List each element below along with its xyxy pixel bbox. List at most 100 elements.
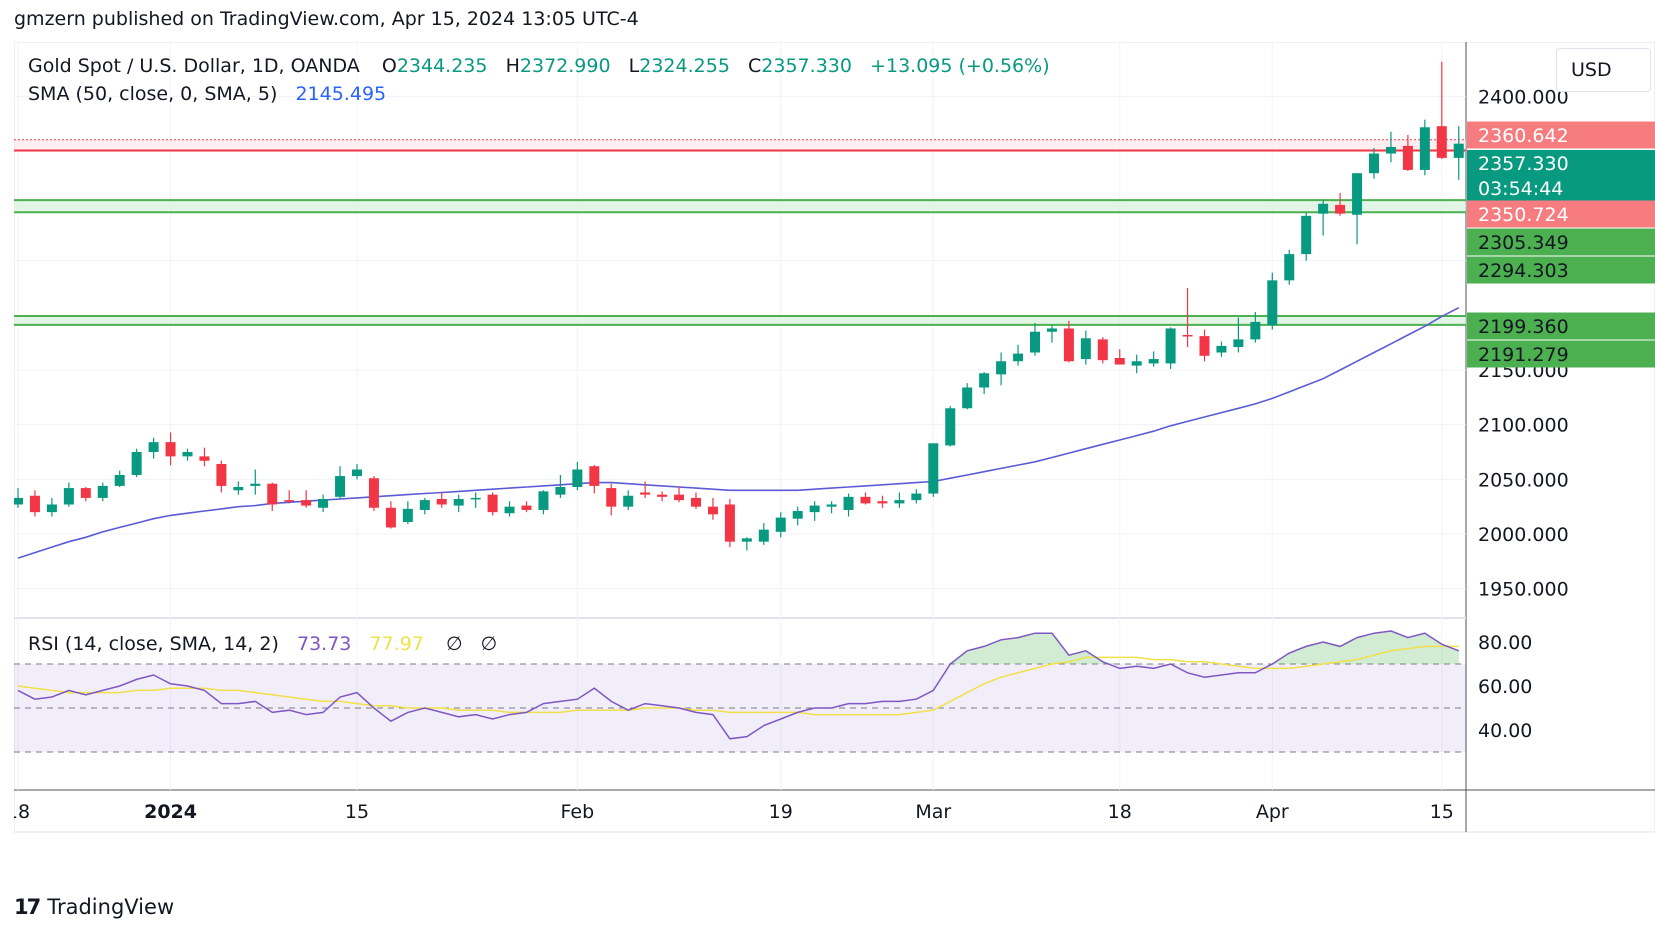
candle-body xyxy=(1284,254,1295,281)
candle-body xyxy=(63,488,74,505)
candle-body xyxy=(1453,143,1464,158)
price-label-support: 2294.303 xyxy=(1478,260,1569,282)
candle-body xyxy=(1199,336,1210,356)
symbol-label[interactable]: Gold Spot / U.S. Dollar, 1D, OANDA xyxy=(28,55,360,77)
candle-body xyxy=(1369,153,1379,174)
candle-body xyxy=(538,491,549,510)
candle-body xyxy=(843,496,854,510)
price-tick-label: 2100.000 xyxy=(1478,415,1569,437)
rsi-line xyxy=(17,630,1460,740)
candle-body xyxy=(1250,321,1261,340)
candle-body xyxy=(657,494,668,497)
time-axis-label: 19 xyxy=(769,801,793,823)
candle-body xyxy=(1114,357,1125,365)
candle-body xyxy=(1436,126,1447,158)
candle-body xyxy=(250,483,261,486)
chart-canvas[interactable]: 1950.0002000.0002050.0002100.0002150.000… xyxy=(14,42,1655,880)
candle-body xyxy=(335,476,346,497)
price-label-box-support xyxy=(1467,340,1655,368)
support-zone-2 xyxy=(14,316,1466,325)
sma-label[interactable]: SMA (50, close, 0, SMA, 5) xyxy=(28,83,278,105)
price-tick-label: 1950.000 xyxy=(1478,579,1569,601)
candle-body xyxy=(1233,339,1244,348)
candle-body xyxy=(1402,145,1413,170)
chart-border xyxy=(14,42,1655,833)
high-value: 2372.990 xyxy=(519,55,611,77)
rsi-tick-label: 60.00 xyxy=(1478,676,1532,698)
candle-body xyxy=(572,469,583,487)
publish-line: gmzern published on TradingView.com, Apr… xyxy=(14,8,639,30)
rsi-extra-1: ∅ xyxy=(445,633,463,655)
candle-body xyxy=(318,499,329,508)
candle-body xyxy=(555,486,566,495)
support-zone-1 xyxy=(14,200,1466,213)
sma-line xyxy=(17,306,1460,559)
candle-body xyxy=(402,508,413,522)
candle-body xyxy=(131,452,142,475)
candle-body xyxy=(487,494,498,513)
price-label-box-support xyxy=(1467,312,1655,340)
candle-body xyxy=(368,478,379,508)
candle-body xyxy=(1385,146,1396,154)
price-label-last: 2357.330 xyxy=(1478,153,1569,175)
candle-body xyxy=(1013,353,1024,362)
time-axis-label: Mar xyxy=(915,801,951,823)
candle-body xyxy=(1318,203,1329,214)
tradingview-logo[interactable]: 17 TradingView xyxy=(14,895,174,919)
candle-body xyxy=(267,483,278,505)
rsi-ma-line xyxy=(17,645,1459,716)
legend-ohlc: Gold Spot / U.S. Dollar, 1D, OANDA O2344… xyxy=(28,55,1050,77)
currency-selector[interactable]: USD xyxy=(1556,48,1651,92)
price-label-support: 2305.349 xyxy=(1478,232,1569,254)
candle-body xyxy=(1335,204,1346,214)
rsi-label[interactable]: RSI (14, close, SMA, 14, 2) xyxy=(28,633,279,655)
candle-body xyxy=(979,373,990,388)
candle-body xyxy=(148,442,159,452)
candle-body xyxy=(521,505,532,510)
candle-body xyxy=(29,495,40,513)
candle-body xyxy=(826,504,837,507)
time-axis-label: 18 xyxy=(14,801,30,823)
candle-body xyxy=(1216,345,1227,353)
candle-body xyxy=(1267,280,1278,326)
candle-body xyxy=(945,408,956,446)
candle-body xyxy=(385,507,396,528)
candle-body xyxy=(199,456,210,461)
resistance-zone xyxy=(14,139,1466,151)
price-label-support: 2191.279 xyxy=(1478,344,1569,366)
time-axis-label: 2024 xyxy=(144,801,197,823)
rsi-overbought-fill xyxy=(18,631,1459,664)
sma-value: 2145.495 xyxy=(295,83,387,105)
candle-body xyxy=(233,486,244,491)
candle-body xyxy=(1352,173,1363,215)
price-label-resistance: 2350.724 xyxy=(1478,204,1569,226)
close-value: 2357.330 xyxy=(761,55,852,77)
chart-frame: 1950.000 2000.000 2050.000 2100.000 2150.000… xyxy=(14,42,1655,880)
candle-body xyxy=(114,474,125,486)
candle-body xyxy=(453,499,464,506)
candle-body xyxy=(877,501,888,504)
candle-body xyxy=(1046,328,1057,332)
price-label-box-last xyxy=(1467,150,1655,176)
candle-body xyxy=(792,511,803,519)
rsi-tick-label: 80.00 xyxy=(1478,632,1532,654)
rsi-ma-value: 77.97 xyxy=(369,633,424,655)
rsi-value: 73.73 xyxy=(296,633,352,655)
candle-body xyxy=(996,361,1007,375)
candle-body xyxy=(928,443,939,494)
candle-body xyxy=(470,497,481,500)
open-label: O xyxy=(381,55,397,77)
currency-label: USD xyxy=(1571,59,1612,81)
candle-body xyxy=(436,499,447,505)
candle-body xyxy=(504,506,515,514)
legend-sma: SMA (50, close, 0, SMA, 5) 2145.495 xyxy=(28,83,386,105)
candle-body xyxy=(962,387,973,409)
price-label-box-resistance xyxy=(1467,200,1655,228)
time-axis-label: 18 xyxy=(1108,801,1132,823)
candle-body xyxy=(14,497,23,505)
legend-rsi: RSI (14, close, SMA, 14, 2) 73.73 77.97 … xyxy=(28,633,497,655)
tradingview-brand: TradingView xyxy=(47,895,175,919)
candle-body xyxy=(724,504,735,542)
time-axis-label: 15 xyxy=(1430,801,1454,823)
candle-body xyxy=(758,529,769,542)
